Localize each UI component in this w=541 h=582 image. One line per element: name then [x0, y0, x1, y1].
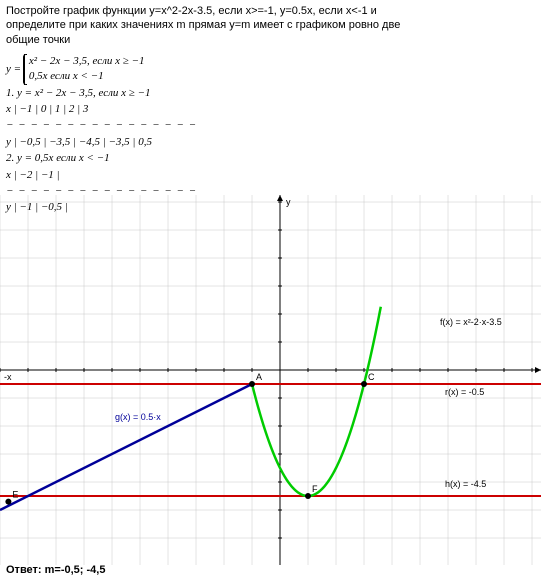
answer: Ответ: m=-0,5; -4,5 — [6, 564, 105, 576]
header-line1: Постройте график функции y=x^2-2x-3.5, е… — [6, 4, 535, 18]
math-block: y = x² − 2x − 3,5, если x ≥ −1 0,5x если… — [0, 51, 541, 219]
svg-text:f(x) = x²-2·x-3.5: f(x) = x²-2·x-3.5 — [440, 317, 502, 327]
tbl1-y: y | −0,5 | −3,5 | −4,5 | −3,5 | 0,5 — [6, 135, 535, 150]
chart-area: r(x) = -0.5 h(x) = -4.5 g(x) = 0.5·x f(x) =… — [0, 195, 541, 555]
y-eq: y = — [6, 63, 21, 75]
header-line3: общие точки — [6, 33, 535, 47]
case1: x² − 2x − 3,5, если x ≥ −1 — [29, 54, 145, 69]
svg-text:-x: -x — [4, 372, 12, 382]
svg-text:A: A — [256, 372, 262, 382]
svg-text:C: C — [368, 372, 375, 382]
svg-text:g(x) = 0.5·x: g(x) = 0.5·x — [115, 412, 161, 422]
dashes1: − − − − − − − − − − − − − − − − — [6, 118, 535, 133]
svg-text:E: E — [12, 490, 18, 500]
chart-svg: r(x) = -0.5 h(x) = -4.5 g(x) = 0.5·x f(x) =… — [0, 195, 541, 565]
header-line2: определите при каких значениях m прямая … — [6, 18, 535, 32]
tbl1-x: x | −1 | 0 | 1 | 2 | 3 — [6, 102, 535, 117]
svg-text:y: y — [286, 197, 291, 207]
case2: 0,5x если x < −1 — [29, 69, 145, 84]
svg-text:h(x) = -4.5: h(x) = -4.5 — [445, 479, 486, 489]
tbl2-x: x | −2 | −1 | — [6, 168, 535, 183]
svg-text:r(x) = -0.5: r(x) = -0.5 — [445, 387, 484, 397]
math-line1: 1. y = x² − 2x − 3,5, если x ≥ −1 — [6, 86, 535, 101]
svg-text:F: F — [312, 484, 318, 494]
math-line2: 2. y = 0,5x если x < −1 — [6, 151, 535, 166]
